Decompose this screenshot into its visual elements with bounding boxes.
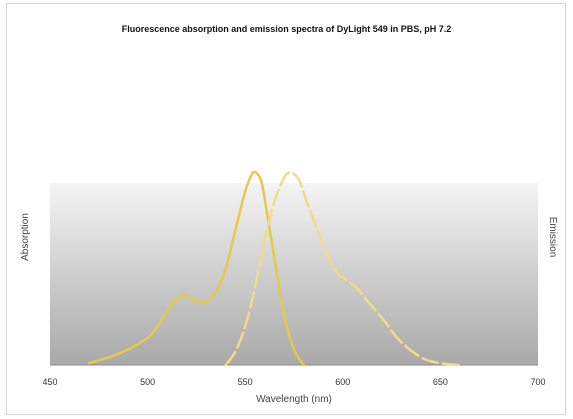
chart-title: Fluorescence absorption and emission spe… — [121, 24, 452, 34]
x-tick-label: 450 — [42, 377, 57, 387]
x-tick-label: 600 — [335, 377, 350, 387]
y-axis-label-right: Emission — [547, 217, 558, 258]
x-tick-label: 650 — [433, 377, 448, 387]
absorption-series-line — [87, 170, 306, 367]
emission-series-line — [224, 170, 462, 367]
x-tick-label: 700 — [530, 377, 545, 387]
x-tick-label: 500 — [140, 377, 155, 387]
x-axis-label: Wavelength (nm) — [256, 394, 332, 405]
y-axis-label-left: Absorption — [20, 213, 31, 261]
plot-area — [50, 183, 538, 365]
x-tick-label: 550 — [238, 377, 253, 387]
